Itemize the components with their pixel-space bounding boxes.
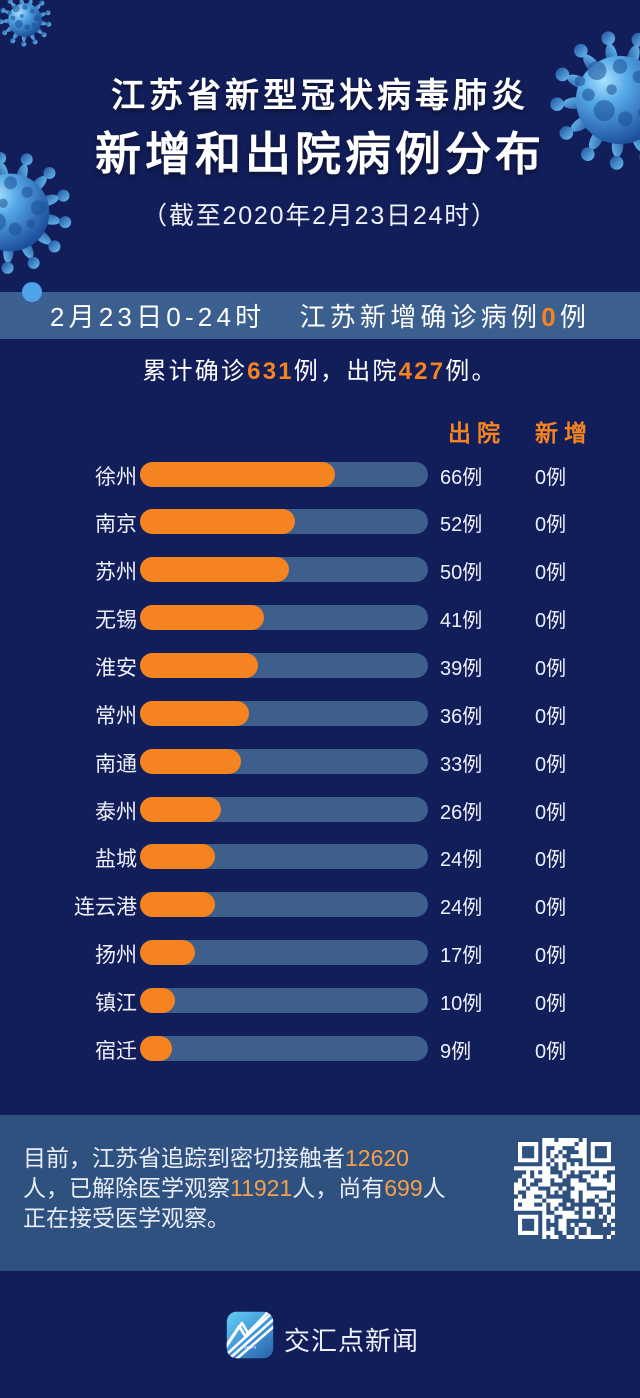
svg-text:NEWS: NEWS [243,1346,256,1350]
